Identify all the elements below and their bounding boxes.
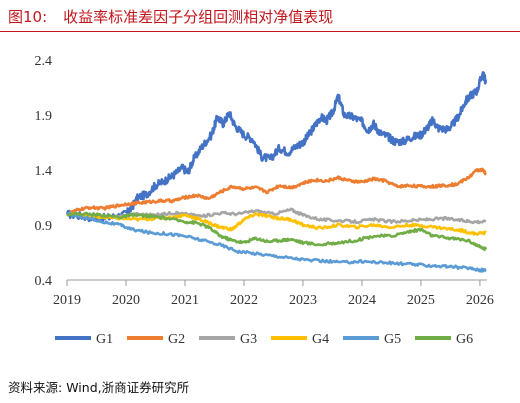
x-tick-label: 2022: [230, 293, 258, 308]
series-line-g1: [65, 71, 488, 223]
series-lines: [65, 71, 488, 273]
legend-label-g6: G6: [456, 332, 473, 347]
x-axis: 2019 2020 2021 2022 2023 2024 2025 2026: [53, 279, 494, 308]
x-tick-label: 2024: [348, 293, 376, 308]
source-note: 资料来源: Wind,浙商证券研究所: [8, 377, 189, 396]
legend: G1 G2 G3 G4 G5 G6: [55, 332, 473, 347]
legend-label-g5: G5: [384, 332, 401, 347]
figure-title-text: 收益率标准差因子分组回测相对净值表现: [63, 8, 334, 26]
x-tick-label: 2026: [466, 293, 494, 308]
y-tick-label: 0.4: [35, 274, 53, 289]
figure-title: 图10: 收益率标准差因子分组回测相对净值表现: [8, 4, 333, 30]
title-rule: [0, 31, 520, 32]
legend-label-g3: G3: [240, 332, 257, 347]
legend-label-g4: G4: [312, 332, 329, 347]
x-tick-label: 2023: [289, 293, 317, 308]
x-tick-label: 2019: [53, 293, 81, 308]
series-line-g2: [66, 167, 487, 216]
source-label: 资料来源:: [8, 380, 63, 395]
y-tick-label: 2.4: [35, 54, 53, 69]
x-tick-label: 2020: [112, 293, 140, 308]
series-line-g6: [66, 211, 488, 251]
legend-label-g2: G2: [168, 332, 185, 347]
x-tick-label: 2021: [171, 293, 199, 308]
x-tick-label: 2025: [407, 293, 435, 308]
figure-label: 图10:: [8, 8, 48, 26]
legend-label-g1: G1: [96, 332, 113, 347]
y-tick-label: 1.4: [35, 164, 53, 179]
y-tick-label: 0.9: [35, 219, 53, 234]
series-line-g5: [66, 212, 487, 273]
source-text: Wind,浙商证券研究所: [66, 380, 190, 395]
series-line-g4: [66, 211, 487, 236]
y-axis: 0.4 0.9 1.4 1.9 2.4: [35, 54, 53, 289]
y-tick-label: 1.9: [35, 109, 53, 124]
